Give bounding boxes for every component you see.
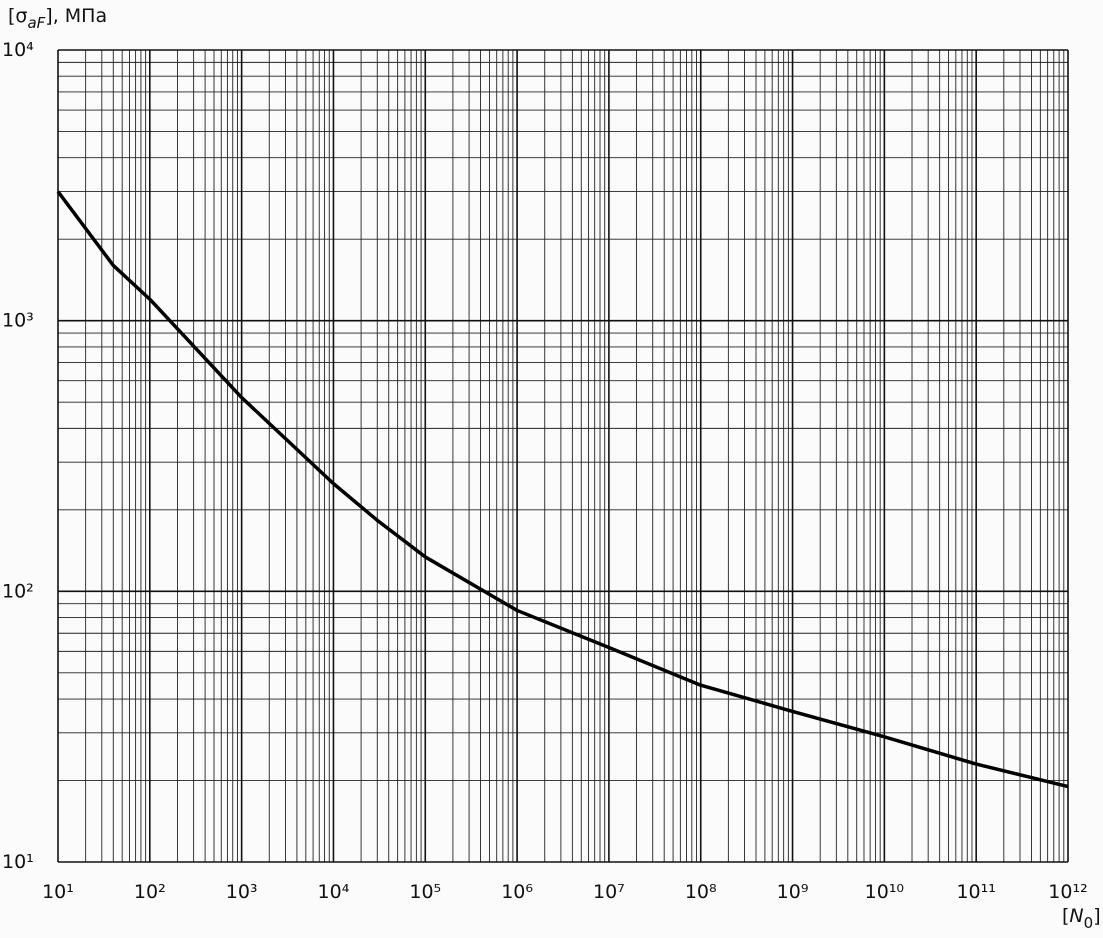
x-label-part: [ [1062,905,1069,927]
y-label-part: ], МПа [45,5,107,27]
y-axis-label: [σaF], МПа [8,5,107,32]
data-line [56,190,1069,789]
y-tick-label: 10⁴ [2,39,34,61]
y-label-subscript: aF [27,14,45,32]
x-tick-label: 10³ [226,881,258,903]
x-tick-label: 10⁹ [777,881,809,903]
y-label-part: [σ [8,5,27,27]
x-tick-label: 10⁴ [318,881,350,903]
y-tick-label: 10¹ [2,851,34,873]
x-label-part: ] [1093,905,1100,927]
y-tick-label: 10² [2,580,34,602]
x-label-subscript: 0 [1084,914,1094,932]
y-tick-label: 10³ [2,310,34,332]
x-tick-label: 10¹² [1048,881,1087,903]
x-axis-label: [N0] [1062,905,1101,932]
x-tick-label: 10² [134,881,166,903]
x-tick-label: 10¹⁰ [865,881,904,903]
x-tick-label: 10¹¹ [956,881,995,903]
x-tick-label: 10⁵ [409,881,441,903]
x-tick-label: 10⁶ [501,881,533,903]
x-tick-label: 10⁸ [685,881,717,903]
x-label-part: N [1069,905,1083,927]
x-tick-label: 10¹ [42,881,74,903]
x-tick-label: 10⁷ [593,881,625,903]
